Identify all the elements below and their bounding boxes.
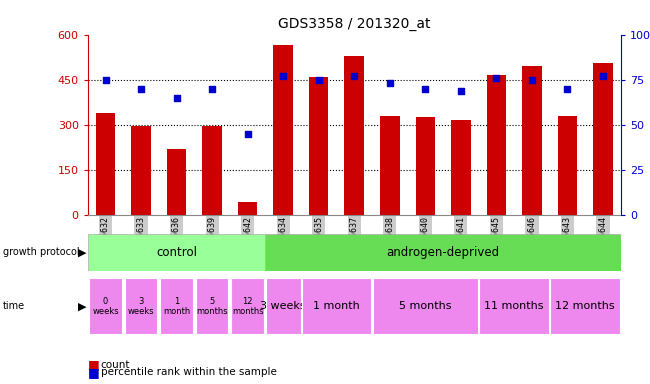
Text: androgen-deprived: androgen-deprived — [387, 246, 500, 259]
Text: 3 weeks: 3 weeks — [261, 301, 306, 311]
Title: GDS3358 / 201320_at: GDS3358 / 201320_at — [278, 17, 430, 31]
Point — [278, 73, 289, 79]
Point — [526, 77, 537, 83]
Bar — [451, 120, 471, 215]
Bar — [487, 75, 506, 215]
Bar — [238, 202, 257, 215]
Text: ▶: ▶ — [78, 247, 87, 258]
Text: percentile rank within the sample: percentile rank within the sample — [101, 367, 277, 377]
Bar — [344, 56, 364, 215]
Point — [313, 77, 324, 83]
Bar — [274, 45, 293, 215]
Text: 11 months: 11 months — [484, 301, 544, 311]
Bar — [167, 149, 187, 215]
Text: 0
weeks: 0 weeks — [92, 296, 119, 316]
Text: 12 months: 12 months — [555, 301, 615, 311]
Point — [172, 95, 182, 101]
Text: control: control — [156, 246, 197, 259]
Bar — [96, 113, 115, 215]
Bar — [522, 66, 541, 215]
Bar — [309, 77, 328, 215]
Text: 3
weeks: 3 weeks — [128, 296, 154, 316]
Text: 5 months: 5 months — [399, 301, 452, 311]
Bar — [202, 126, 222, 215]
Point — [136, 86, 146, 92]
Text: 12
months: 12 months — [232, 296, 263, 316]
Point — [100, 77, 110, 83]
Text: 5
months: 5 months — [196, 296, 228, 316]
Point — [456, 88, 466, 94]
Text: growth protocol: growth protocol — [3, 247, 80, 258]
Text: ■: ■ — [88, 358, 99, 371]
Text: count: count — [101, 360, 130, 370]
Bar — [131, 126, 151, 215]
Bar — [415, 117, 435, 215]
Text: 1 month: 1 month — [313, 301, 360, 311]
Bar — [558, 116, 577, 215]
Point — [385, 80, 395, 86]
Point — [420, 86, 430, 92]
Text: ▶: ▶ — [78, 301, 87, 311]
Text: ■: ■ — [88, 366, 99, 379]
Point — [562, 86, 573, 92]
Bar — [380, 116, 400, 215]
Point — [349, 73, 359, 79]
Text: 1
month: 1 month — [163, 296, 190, 316]
Bar — [593, 63, 613, 215]
Point — [598, 73, 608, 79]
Point — [207, 86, 217, 92]
Point — [491, 75, 502, 81]
Text: time: time — [3, 301, 25, 311]
Point — [242, 131, 253, 137]
